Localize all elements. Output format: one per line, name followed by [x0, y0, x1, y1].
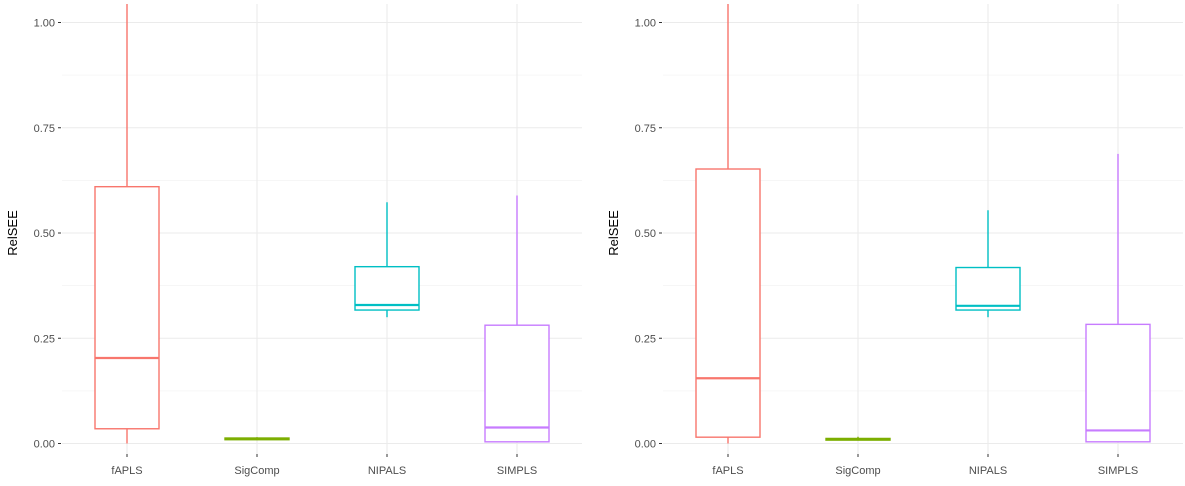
box-SIMPLS — [484, 195, 550, 443]
y-tick-label: 1.00 — [34, 18, 55, 30]
y-tick-label: 0.00 — [34, 439, 55, 451]
y-tick-label: 1.00 — [635, 18, 656, 30]
box-NIPALS — [955, 210, 1021, 318]
x-tick-label: NIPALS — [368, 465, 406, 477]
y-tick-label: 0.75 — [34, 123, 55, 135]
y-axis-title: RelSEE — [5, 210, 20, 256]
panel-2: 0.00 0.25 0.50 0.75 1.00 fAPLS SigComp NIPALS SI… — [606, 4, 1183, 477]
y-axis-title: RelSEE — [606, 210, 621, 256]
y-tick-label: 0.75 — [635, 123, 656, 135]
box-iqr — [955, 266, 1021, 311]
x-tick-label: SIMPLS — [497, 465, 537, 477]
box-fAPLS — [94, 4, 160, 444]
box-iqr — [484, 324, 550, 443]
y-tick-label: 0.25 — [635, 333, 656, 345]
box-iqr — [695, 168, 761, 438]
x-tick-label: SigComp — [234, 465, 279, 477]
box-SigComp — [825, 436, 891, 441]
x-tick-label: SigComp — [835, 465, 880, 477]
y-tick-label: 0.25 — [34, 333, 55, 345]
y-tick-label: 0.00 — [635, 439, 656, 451]
box-iqr — [354, 265, 420, 311]
box-SIMPLS — [1085, 153, 1151, 443]
box-SigComp — [224, 437, 290, 441]
box-NIPALS — [354, 202, 420, 318]
panel-1: 0.00 0.25 0.50 0.75 1.00 fAPLS SigComp NIPALS SI… — [5, 4, 582, 477]
y-tick-label: 0.50 — [635, 228, 656, 240]
box-iqr — [94, 185, 160, 430]
box-iqr — [1085, 323, 1151, 443]
x-tick-label: SIMPLS — [1098, 465, 1138, 477]
y-tick-label: 0.50 — [34, 228, 55, 240]
x-tick-label: NIPALS — [969, 465, 1007, 477]
x-tick-label: fAPLS — [111, 465, 142, 477]
x-tick-label: fAPLS — [712, 465, 743, 477]
box-fAPLS — [695, 4, 761, 444]
